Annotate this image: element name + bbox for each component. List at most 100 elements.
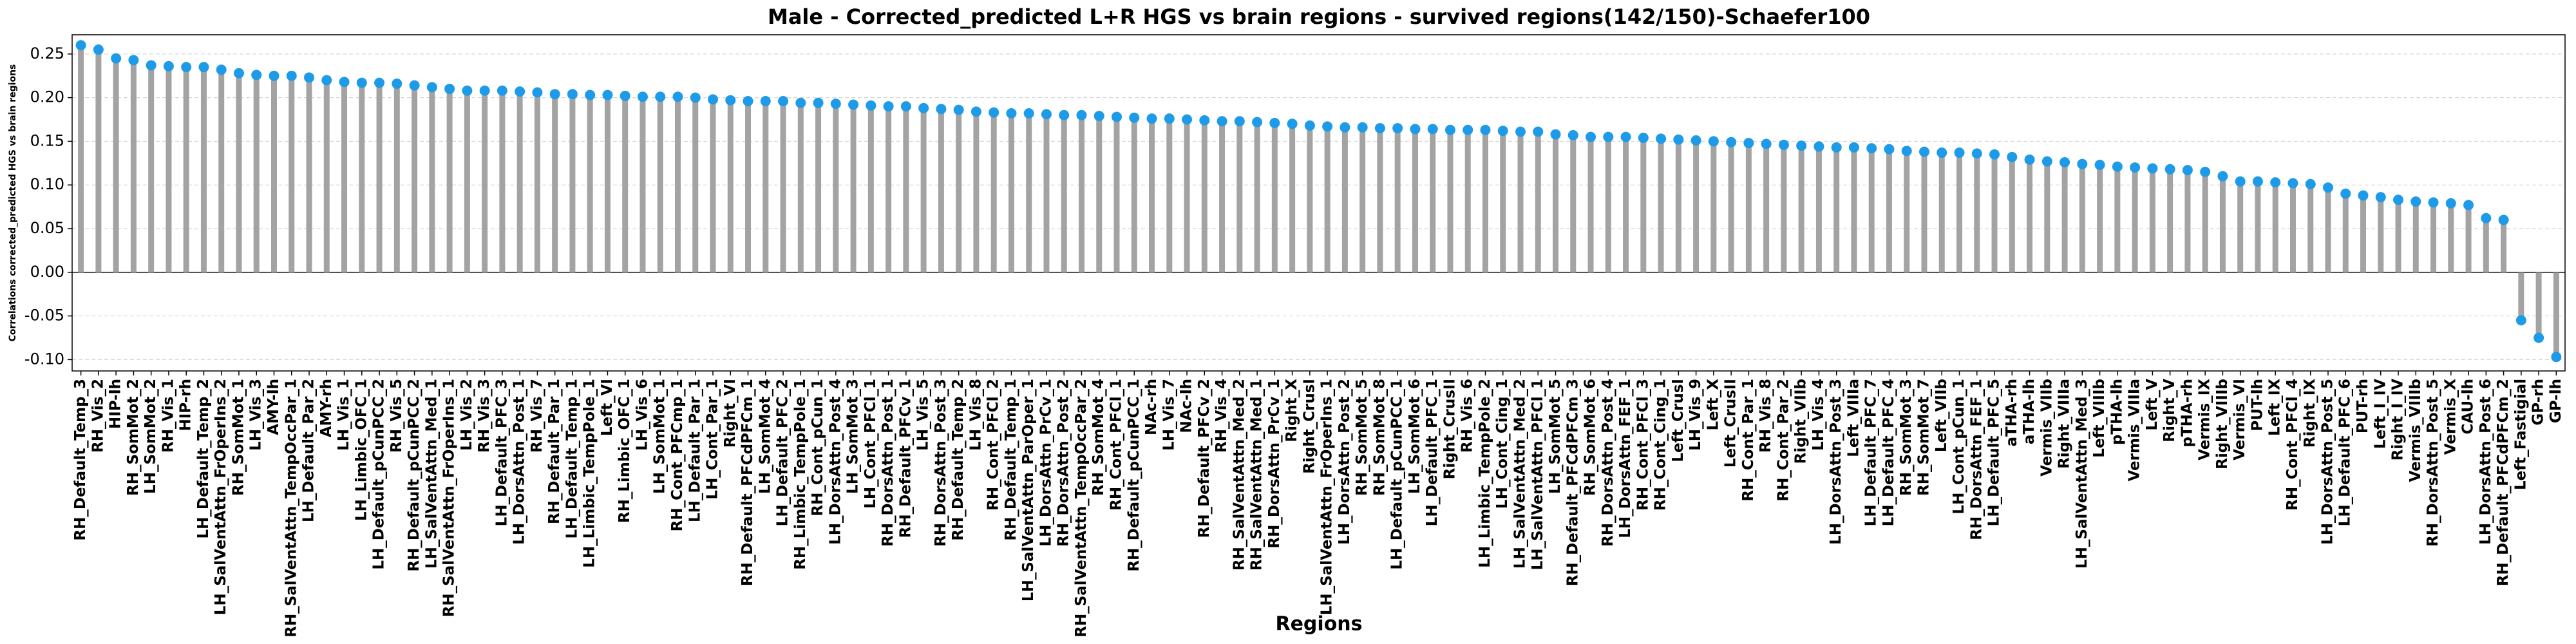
x-tick-label: RH_Default_PFCv_1 (897, 379, 914, 538)
dot (2182, 165, 2193, 176)
x-tick-label: LH_SomMot_2 (142, 379, 159, 494)
dot (128, 55, 139, 66)
dot (1269, 117, 1280, 128)
x-tick-label: LH_SalVentAttn_Med_3 (2074, 379, 2090, 569)
x-tick-label: RH_SomMot_8 (1371, 379, 1388, 496)
x-tick-label: Left_CrusII (1723, 379, 1739, 468)
x-tick-label: NAc-rh (1143, 379, 1160, 435)
dot (1603, 131, 1614, 142)
x-tick-label: LH_Cont_Cing_1 (1494, 379, 1511, 509)
dot (1778, 139, 1789, 150)
dot (708, 94, 719, 105)
x-tick-label: LH_Limbic_OFC_1 (353, 379, 370, 521)
dot (1427, 124, 1438, 135)
dot (1497, 126, 1508, 137)
x-tick-label: LH_DorsAttn_Post_4 (827, 379, 844, 545)
x-tick-label: LH_DorsAttn_Post_5 (2319, 379, 2336, 545)
x-tick-label: Vermis_VIIIb (2407, 379, 2424, 482)
x-tick-label: pTHA-rh (2179, 379, 2195, 447)
x-tick-label: aTHA-lh (2021, 379, 2038, 444)
x-tick-label: Right_V (2161, 379, 2178, 442)
dot (321, 75, 332, 86)
x-tick-label: LH_Default_pCunPCC_2 (371, 379, 388, 570)
dot (2463, 200, 2474, 211)
y-tick-label: 0.20 (30, 88, 64, 106)
x-tick-label: CAU-lh (2460, 379, 2477, 434)
x-tick-label: AMY-rh (318, 379, 335, 437)
dot (848, 99, 859, 110)
x-tick-label: LH_Default_PFC_7 (1863, 379, 1880, 526)
dot (374, 77, 385, 88)
x-tick-label: GP-rh (2530, 379, 2547, 426)
x-tick-label: RH_SalVentAttn_FrOperIns_1 (441, 379, 458, 617)
dot (392, 78, 402, 89)
x-tick-label: RH_Cont_PFCl_1 (1108, 379, 1125, 511)
dot (1234, 116, 1245, 127)
dot (655, 91, 666, 102)
x-tick-label: LH_DorsAttn_FEF_1 (1617, 379, 1634, 538)
dot (866, 100, 876, 111)
dot (532, 87, 543, 98)
dot (233, 68, 244, 79)
x-tick-label: RH_Vis_2 (90, 379, 106, 453)
x-tick-label: LH_SomMot_3 (845, 379, 862, 494)
dot (602, 90, 613, 100)
x-tick-label: pTHA-lh (2108, 379, 2125, 445)
dot (1761, 138, 1772, 149)
dot (146, 60, 156, 71)
dot (2094, 160, 2105, 171)
x-tick-label: Right_X (1283, 379, 1300, 442)
dot (1656, 133, 1667, 144)
x-tick-label: Left_IX (2267, 379, 2284, 436)
dot (1550, 129, 1561, 140)
x-tick-label: RH_SomMot_2 (125, 379, 142, 496)
y-tick-label: -0.10 (24, 350, 64, 368)
x-tick-label: Left_X (1705, 379, 1721, 431)
dot (1480, 124, 1491, 135)
dot (462, 85, 473, 96)
dot (778, 96, 789, 107)
x-tick-label: Vermis_VI (2231, 379, 2248, 460)
dot (830, 99, 841, 109)
dot (1094, 111, 1104, 122)
x-tick-label: LH_Default_PFC_1 (1424, 379, 1441, 526)
dot (2024, 154, 2035, 165)
x-tick-label: LH_Default_Temp_2 (195, 379, 212, 539)
chart-title: Male - Corrected_predicted L+R HGS vs br… (768, 5, 1870, 29)
dot (2007, 151, 2018, 162)
dot (1463, 124, 1473, 135)
dot (1796, 140, 1807, 151)
x-tick-label: RH_SalVentAttn_Med_2 (1231, 379, 1247, 571)
x-tick-label: Right_CrusII (1441, 379, 1458, 479)
dot (2164, 164, 2175, 175)
x-tick-label: Vermis_VIIIa (2126, 379, 2143, 482)
x-tick-label: RH_Default_Temp_3 (72, 379, 89, 541)
dot (1533, 126, 1544, 137)
x-tick-label: Right_I_IV (2390, 379, 2407, 461)
x-tick-label: RH_Vis_1 (160, 379, 176, 453)
dot (1023, 108, 1034, 119)
x-tick-label: LH_Vis_6 (634, 379, 650, 451)
dot (2533, 332, 2544, 343)
x-tick-label: Left_VIIIa (1845, 379, 1862, 457)
dot (2235, 176, 2246, 187)
x-tick-label: LH_Default_PFC_6 (2337, 379, 2354, 526)
x-tick-label: RH_Cont_Par_1 (1740, 379, 1757, 502)
dot (918, 102, 929, 113)
dot (2375, 192, 2386, 203)
x-tick-label: LH_Default_PFC_3 (493, 379, 510, 526)
x-tick-label: RH_Cont_Cing_1 (1653, 379, 1669, 511)
dot (497, 85, 507, 96)
x-tick-label: LH_Vis_5 (915, 379, 932, 451)
x-tick-label: LH_Default_PFC_5 (1986, 379, 2003, 526)
dot (1814, 141, 1824, 152)
dot (1129, 112, 1140, 123)
dot (725, 95, 736, 106)
dot (2130, 162, 2141, 173)
x-tick-label: RH_Limbic_OFC_1 (616, 379, 633, 523)
x-tick-label: RH_DorsAttn_Post_4 (1600, 379, 1616, 547)
x-tick-label: LH_Vis_8 (967, 379, 984, 451)
dot (2077, 158, 2088, 169)
x-tick-label: NAc-lh (1179, 379, 1195, 433)
